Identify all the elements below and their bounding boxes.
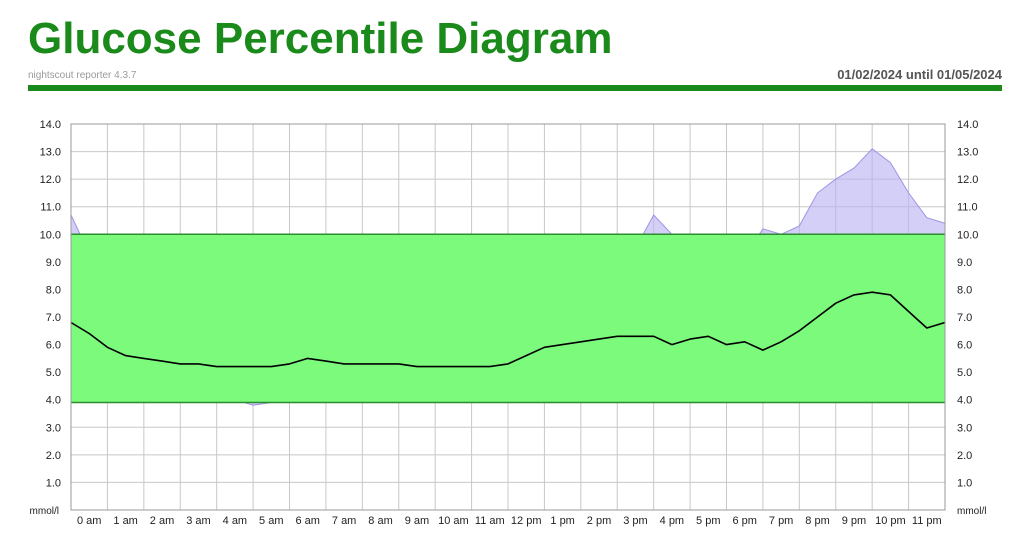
x-tick-label: 1 am xyxy=(113,515,137,527)
y-tick-label-right: 4.0 xyxy=(957,395,972,407)
y-tick-label-right: 12.0 xyxy=(957,174,978,186)
y-tick-label-right: 6.0 xyxy=(957,340,972,352)
x-tick-label: 10 pm xyxy=(875,515,906,527)
y-tick-label-right: 5.0 xyxy=(957,367,972,379)
y-tick-label-left: 7.0 xyxy=(46,312,61,324)
x-tick-label: 9 am xyxy=(405,515,429,527)
y-tick-label-right: 2.0 xyxy=(957,450,972,462)
x-tick-label: 0 am xyxy=(77,515,101,527)
y-tick-label-right: 3.0 xyxy=(957,422,972,434)
title-divider xyxy=(28,85,1002,91)
target-range-fill xyxy=(71,234,945,403)
x-tick-label: 5 am xyxy=(259,515,283,527)
y-tick-label-left: 3.0 xyxy=(46,422,61,434)
x-tick-label: 4 am xyxy=(223,515,247,527)
x-tick-label: 3 pm xyxy=(623,515,647,527)
y-tick-label-left: 14.0 xyxy=(40,119,61,131)
y-tick-label-left: 1.0 xyxy=(46,477,61,489)
page-title: Glucose Percentile Diagram xyxy=(28,14,613,63)
x-tick-label: 11 pm xyxy=(912,515,942,527)
y-tick-label-left: 8.0 xyxy=(46,284,61,296)
y-tick-label-right: 8.0 xyxy=(957,284,972,296)
median-line xyxy=(70,291,946,368)
y-tick-label-right: 1.0 xyxy=(957,477,972,489)
x-tick-label: 12 pm xyxy=(511,515,542,527)
x-tick-label: 2 pm xyxy=(587,515,611,527)
y-tick-label-left: 2.0 xyxy=(46,450,61,462)
y-tick-label-right: 9.0 xyxy=(957,257,972,269)
x-tick-label: 3 am xyxy=(186,515,210,527)
y-tick-label-left: 6.0 xyxy=(46,340,61,352)
y-tick-label-left: 5.0 xyxy=(46,367,61,379)
y-tick-label-left: 9.0 xyxy=(46,257,61,269)
x-tick-label: 10 am xyxy=(438,515,469,527)
x-tick-label: 6 pm xyxy=(732,515,756,527)
y-tick-label-left: 11.0 xyxy=(40,202,61,214)
date-range-label: 01/02/2024 until 01/05/2024 xyxy=(837,67,1002,82)
y-tick-label-right: 7.0 xyxy=(957,312,972,324)
axis-units: mmol/l mmol/l xyxy=(30,506,987,517)
y-tick-label-right: 13.0 xyxy=(957,147,978,159)
y-tick-label-right: 10.0 xyxy=(957,229,978,241)
y-tick-label-left: 4.0 xyxy=(46,395,61,407)
x-tick-label: 7 pm xyxy=(769,515,793,527)
x-tick-label: 11 am xyxy=(475,515,505,527)
x-tick-label: 1 pm xyxy=(550,515,574,527)
target-range xyxy=(71,233,945,404)
y-unit-left: mmol/l xyxy=(30,506,59,517)
x-tick-label: 6 am xyxy=(295,515,319,527)
x-tick-label: 2 am xyxy=(150,515,174,527)
x-tick-label: 4 pm xyxy=(660,515,684,527)
x-tick-label: 5 pm xyxy=(696,515,720,527)
y-tick-label-right: 14.0 xyxy=(957,119,978,131)
median-series xyxy=(70,291,946,368)
y-unit-right: mmol/l xyxy=(957,506,986,517)
y-tick-label-left: 10.0 xyxy=(40,229,61,241)
x-tick-label: 7 am xyxy=(332,515,356,527)
plot-border xyxy=(70,123,946,511)
x-tick-label: 8 pm xyxy=(805,515,829,527)
chart-frame xyxy=(70,123,946,511)
app-version-label: nightscout reporter 4.3.7 xyxy=(28,70,137,81)
x-tick-label: 8 am xyxy=(368,515,392,527)
y-tick-label-left: 13.0 xyxy=(40,147,61,159)
y-tick-label-right: 11.0 xyxy=(957,202,978,214)
x-tick-label: 9 pm xyxy=(842,515,866,527)
x-axis-ticks: 0 am 1 am 2 am 3 am 4 am 5 am 6 am 7 am 8 am 9 am… xyxy=(77,515,942,527)
y-tick-label-left: 12.0 xyxy=(40,174,61,186)
y-axis-ticks: 14.0 14.0 13.0 13.0 12.0 12.0 11.0 11.0 10.0 10.0… xyxy=(40,119,979,489)
